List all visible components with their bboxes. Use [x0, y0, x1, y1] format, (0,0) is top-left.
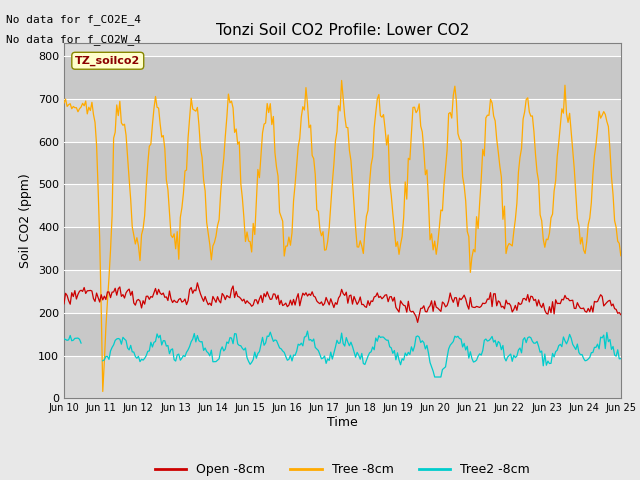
X-axis label: Time: Time: [327, 416, 358, 429]
Bar: [64, 99, 621, 142]
Text: TZ_soilco2: TZ_soilco2: [75, 56, 140, 66]
Bar: [64, 184, 621, 227]
Bar: [64, 313, 621, 356]
Text: No data for f_CO2W_4: No data for f_CO2W_4: [6, 34, 141, 45]
Bar: [64, 270, 621, 313]
Legend: Open -8cm, Tree -8cm, Tree2 -8cm: Open -8cm, Tree -8cm, Tree2 -8cm: [150, 458, 534, 480]
Title: Tonzi Soil CO2 Profile: Lower CO2: Tonzi Soil CO2 Profile: Lower CO2: [216, 23, 469, 38]
Bar: [64, 142, 621, 184]
Bar: [64, 356, 621, 398]
Text: No data for f_CO2E_4: No data for f_CO2E_4: [6, 14, 141, 25]
Bar: [64, 56, 621, 99]
Y-axis label: Soil CO2 (ppm): Soil CO2 (ppm): [19, 173, 33, 268]
Bar: [64, 227, 621, 270]
